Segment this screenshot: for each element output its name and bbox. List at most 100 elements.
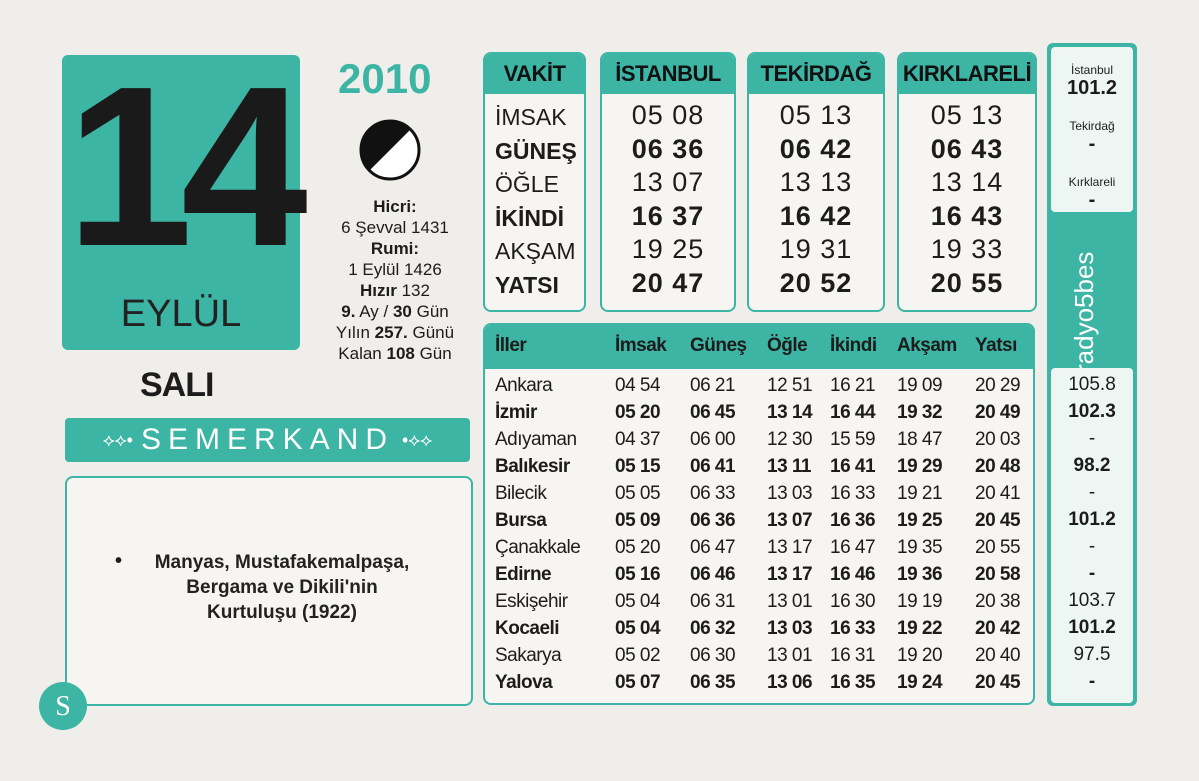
info-text: 132 <box>396 281 430 300</box>
prayer-time: 20 55 <box>930 267 1004 298</box>
city-time: 20 58 <box>975 564 1021 585</box>
city-time: 16 31 <box>830 645 876 666</box>
cities-header-cell: Yatsı <box>975 335 1017 356</box>
city-time: 19 21 <box>897 483 943 504</box>
prayer-time: 13 07 <box>631 167 705 197</box>
city-name: Çanakkale <box>495 537 581 558</box>
cities-header-cell: Akşam <box>897 335 957 356</box>
city-time: 16 46 <box>830 564 876 585</box>
info-line: Hicri: <box>320 196 470 217</box>
city-time: 16 21 <box>830 375 876 396</box>
info-line: Kalan 108 Gün <box>320 343 470 364</box>
prayer-time: 19 31 <box>779 234 853 264</box>
info-text: Hızır <box>360 281 397 300</box>
city-time: 19 36 <box>897 564 943 585</box>
radio-frequency: - <box>1088 133 1096 155</box>
city-time: 05 02 <box>615 645 661 666</box>
moon-icon <box>359 119 421 181</box>
radio-frequency: 101.2 <box>1068 617 1116 638</box>
prayer-name: ÖĞLE <box>495 171 559 197</box>
city-time: 20 40 <box>975 645 1021 666</box>
cities-header-cell: Güneş <box>690 335 747 356</box>
city-time: 06 46 <box>690 564 736 585</box>
city-time: 06 45 <box>690 402 736 423</box>
city-time: 05 16 <box>615 564 661 585</box>
city-time: 12 51 <box>767 375 813 396</box>
city-name: Yalova <box>495 672 553 693</box>
day: 14 <box>66 40 308 294</box>
info-text: 9. <box>341 302 356 321</box>
prayer-time: 20 47 <box>631 267 705 298</box>
radio-frequency: - <box>1088 671 1096 692</box>
city-time: 19 29 <box>897 456 943 477</box>
radio-city: İstanbul <box>1070 63 1114 77</box>
city-time: 05 04 <box>615 591 661 612</box>
info-text: Günü <box>407 323 455 342</box>
city-time: 13 03 <box>767 483 813 504</box>
cities-header: İller İmsak Güneş Öğle İkindi Akşam Yatsı <box>485 325 1033 369</box>
info-line: Hızır 132 <box>320 280 470 301</box>
city-time: 06 00 <box>690 429 736 450</box>
city-time: 13 14 <box>767 402 813 423</box>
city-name: Adıyaman <box>495 429 577 450</box>
prayer-column: TEKİRDAĞ 05 13 06 42 13 13 16 42 19 31 20 52 <box>747 52 885 312</box>
column-header: TEKİRDAĞ <box>749 54 883 94</box>
svg-text:S: S <box>55 691 71 722</box>
radio-frequency: 102.3 <box>1068 401 1116 422</box>
cities-header-cell: İller <box>495 335 527 356</box>
city-time: 16 33 <box>830 483 876 504</box>
radio-frequency: 103.7 <box>1068 590 1116 611</box>
prayer-column: KIRKLARELİ 05 13 06 43 13 14 16 43 19 33 20 55 <box>897 52 1037 312</box>
prayer-time: 06 36 <box>631 133 705 164</box>
cities-header-cell: İkindi <box>830 335 877 356</box>
city-time: 13 17 <box>767 564 813 585</box>
prayer-column: VAKİT İMSAK GÜNEŞ ÖĞLE İKİNDİ AKŞAM YATSI <box>483 52 586 312</box>
note-line: Kurtuluşu (1922) <box>207 602 357 623</box>
prayer-name: GÜNEŞ <box>495 137 577 164</box>
radio-frequency: 105.8 <box>1068 374 1116 395</box>
city-time: 16 33 <box>830 618 876 639</box>
radio-frequency: - <box>1088 536 1096 557</box>
radio-freq-panel <box>1051 368 1133 703</box>
info-line: Rumi: <box>320 238 470 259</box>
city-time: 20 29 <box>975 375 1021 396</box>
city-time: 16 30 <box>830 591 876 612</box>
city-time: 20 45 <box>975 672 1021 693</box>
city-time: 05 09 <box>615 510 661 531</box>
prayer-time: 13 13 <box>779 167 853 197</box>
prayer-time: 13 14 <box>930 167 1004 197</box>
city-name: Kocaeli <box>495 618 560 639</box>
city-time: 04 54 <box>615 375 661 396</box>
prayer-time: 19 25 <box>631 234 705 264</box>
info-text: 6 Şevval 1431 <box>341 218 449 237</box>
prayer-time: 06 42 <box>779 133 853 164</box>
prayer-column: İSTANBUL 05 08 06 36 13 07 16 37 19 25 20 47 <box>600 52 736 312</box>
city-time: 12 30 <box>767 429 813 450</box>
city-time: 16 44 <box>830 402 876 423</box>
info-text: 108 <box>386 344 415 363</box>
note: Manyas, Mustafakemalpaşa, Bergama ve Diki… <box>127 550 437 625</box>
city-time: 06 30 <box>690 645 736 666</box>
city-time: 13 06 <box>767 672 813 693</box>
info-text: 257. <box>374 323 408 342</box>
city-time: 20 49 <box>975 402 1021 423</box>
city-name: İzmir <box>495 402 537 423</box>
city-name: Balıkesir <box>495 456 570 477</box>
year: 2010 <box>338 55 432 102</box>
city-time: 20 48 <box>975 456 1021 477</box>
info-line: 9. Ay / 30 Gün <box>320 301 470 322</box>
info-text: Yılın <box>335 323 375 342</box>
city-name: Ankara <box>495 375 553 396</box>
city-time: 20 42 <box>975 618 1021 639</box>
info-text: Rumi: <box>370 239 420 258</box>
city-time: 06 36 <box>690 510 736 531</box>
city-time: 16 35 <box>830 672 876 693</box>
city-time: 19 09 <box>897 375 943 396</box>
city-time: 05 05 <box>615 483 661 504</box>
info-text: 30 <box>392 302 412 321</box>
city-name: Bilecik <box>495 483 547 504</box>
prayer-time: 20 52 <box>779 267 853 298</box>
city-time: 15 59 <box>830 429 876 450</box>
city-time: 19 24 <box>897 672 943 693</box>
cities-header-cell: Öğle <box>767 335 808 356</box>
